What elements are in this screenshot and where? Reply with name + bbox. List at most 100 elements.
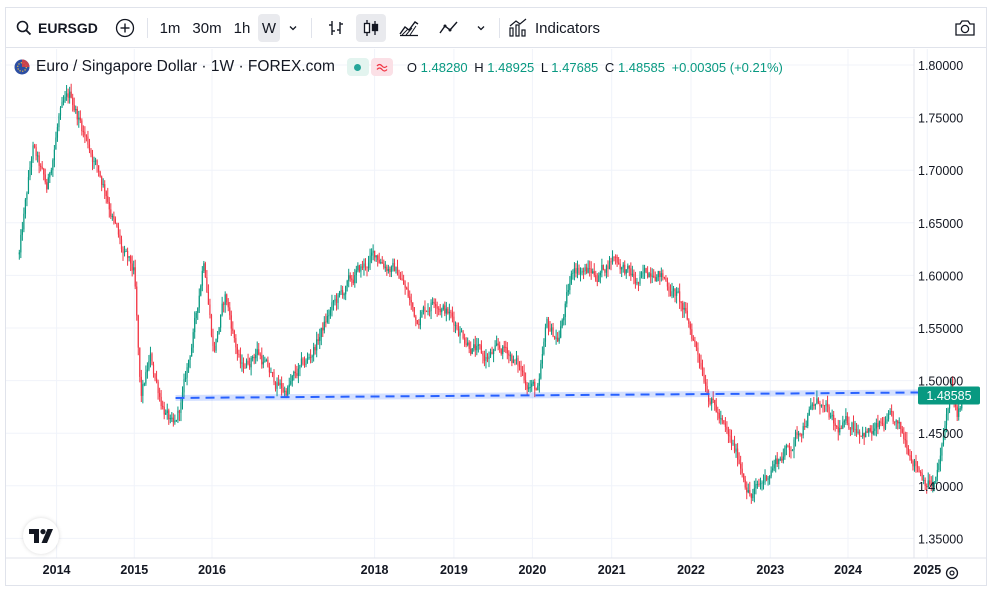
candle-body <box>907 448 909 456</box>
candle-body <box>291 375 293 382</box>
bars-style-button[interactable] <box>322 14 350 42</box>
candle-body <box>939 455 942 464</box>
candle-body <box>878 421 881 428</box>
axis-settings-icon[interactable] <box>945 566 959 580</box>
candle-body <box>120 239 123 249</box>
candle-body <box>162 405 164 407</box>
snapshot-button[interactable] <box>950 14 980 42</box>
candle-body <box>610 261 612 263</box>
candle-body <box>166 410 168 413</box>
candle-body <box>776 458 778 465</box>
candle-body <box>165 412 167 415</box>
area-style-button[interactable] <box>395 14 423 42</box>
delayed-data-badge[interactable] <box>370 58 393 76</box>
candle-body <box>884 421 887 429</box>
candle-body <box>704 382 707 386</box>
candle-body <box>140 376 142 396</box>
chart-widget: EURSGD 1m 30m 1h W <box>5 7 987 586</box>
candle-body <box>621 267 623 270</box>
candle-body <box>819 403 821 407</box>
time-axis[interactable]: 2014 2015 2016 2018 2019 2020 2021 2022 2023 2024… <box>43 563 959 580</box>
candles-style-button[interactable] <box>356 14 386 42</box>
indicators-label: Indicators <box>535 19 601 37</box>
candle-body <box>221 303 223 315</box>
candle-body <box>714 399 716 405</box>
time-tick-label: 2022 <box>677 563 705 577</box>
trendline-layer[interactable] <box>175 389 964 401</box>
candle-body <box>802 426 804 436</box>
candle-body <box>700 362 702 367</box>
candle-body <box>607 265 609 270</box>
candle-body <box>464 338 466 344</box>
candle-body <box>93 161 95 163</box>
interval-1m[interactable]: 1m <box>159 19 181 37</box>
candle-body <box>319 337 321 341</box>
candle-body <box>509 355 511 357</box>
candle-body <box>477 344 479 346</box>
symbol-search[interactable]: EURSGD <box>16 14 111 42</box>
candle-body <box>810 405 812 410</box>
candle-body <box>454 324 457 326</box>
candle-body <box>752 493 754 499</box>
chevron-down-icon <box>288 23 298 33</box>
candle-body <box>900 422 902 429</box>
candle-body <box>581 270 583 273</box>
candle-body <box>203 263 205 271</box>
candle-body <box>320 327 322 338</box>
candle-body <box>496 343 498 346</box>
interval-1h[interactable]: 1h <box>233 19 251 37</box>
candle-body <box>566 292 568 304</box>
candle-body <box>485 357 487 361</box>
candle-body <box>290 381 292 385</box>
time-tick-label: 2021 <box>598 563 626 577</box>
candle-body <box>457 329 460 336</box>
interval-w[interactable]: W <box>258 14 280 42</box>
candle-body <box>460 331 463 333</box>
candle-body <box>679 291 681 302</box>
candle-body <box>90 150 92 155</box>
candle-body <box>168 410 170 420</box>
candle-body <box>110 209 112 217</box>
candle-body <box>512 359 515 364</box>
wave-icon <box>376 62 388 72</box>
candle-body <box>343 294 345 296</box>
candle-body <box>575 268 577 274</box>
candle-body <box>852 422 855 430</box>
candle-body <box>669 291 672 297</box>
candle-body <box>762 481 765 483</box>
chart-style-dropdown[interactable] <box>472 14 490 42</box>
market-status[interactable] <box>346 58 369 76</box>
interval-30m[interactable]: 30m <box>192 19 222 37</box>
candle-body <box>639 276 641 284</box>
candle-body <box>442 305 444 310</box>
candle-body <box>223 303 225 305</box>
price-axis[interactable]: 1.80000 1.75000 1.70000 1.65000 1.60000 1.550… <box>918 59 980 546</box>
candle-body <box>346 280 348 287</box>
candle-body <box>91 154 94 162</box>
candle-body <box>58 115 60 128</box>
candle-body <box>157 381 159 394</box>
compare-button[interactable] <box>112 14 138 42</box>
candle-body <box>126 250 129 258</box>
tradingview-logo[interactable] <box>23 518 59 554</box>
interval-dropdown[interactable] <box>284 14 302 42</box>
candle-body <box>297 368 299 376</box>
candle-body <box>883 423 885 429</box>
candle-body <box>81 120 83 132</box>
indicators-button[interactable]: Indicators <box>508 14 608 42</box>
price-tick-label: 1.45000 <box>918 427 963 441</box>
candle-body <box>945 414 948 426</box>
candle-body <box>784 448 786 457</box>
candle-body <box>418 323 420 326</box>
candle-body <box>924 479 926 487</box>
line-style-button[interactable] <box>435 14 463 42</box>
candle-body <box>491 352 493 355</box>
candle-body <box>933 483 935 485</box>
price-chart[interactable]: 1.80000 1.75000 1.70000 1.65000 1.60000 1.550… <box>6 8 986 585</box>
candle-body <box>869 428 871 432</box>
candle-body <box>826 403 829 407</box>
candle-body <box>790 449 792 452</box>
candle-body <box>456 324 458 330</box>
candle-body <box>558 337 560 342</box>
candle-body <box>441 309 443 313</box>
